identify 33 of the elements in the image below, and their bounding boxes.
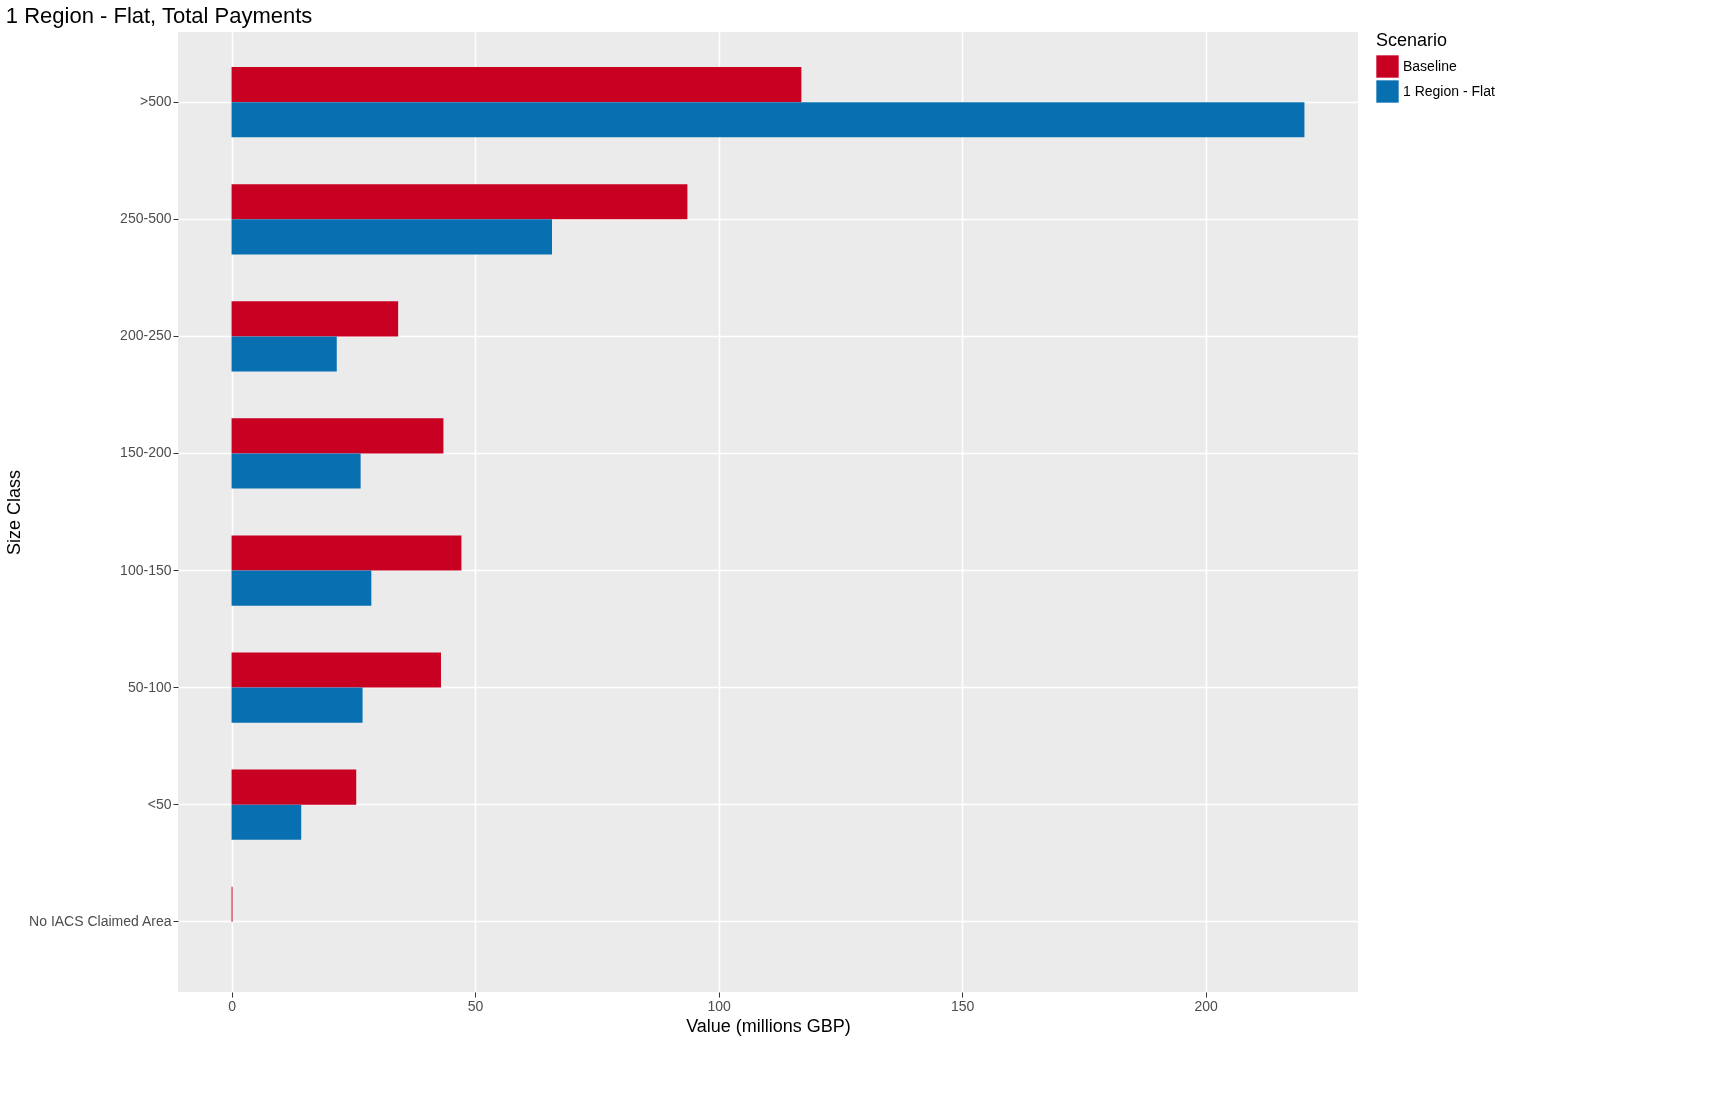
x-axis-title: Value (millions GBP) (686, 1015, 851, 1036)
bar (231, 219, 553, 255)
y-tick-label: 150-200 (120, 444, 172, 461)
legend-label: 1 Region - Flat (1403, 82, 1495, 99)
x-tick-label: 0 (228, 997, 237, 1014)
bar (231, 535, 462, 571)
x-tick-label: 50 (467, 997, 484, 1014)
x-tick-label: 200 (1194, 997, 1218, 1014)
bar (231, 102, 1305, 138)
x-tick-label: 150 (950, 997, 975, 1014)
bar (231, 804, 302, 840)
bar (231, 570, 372, 606)
y-tick-label: <50 (147, 795, 172, 812)
legend-title: Scenario (1376, 30, 1448, 50)
y-tick-label: 250-500 (120, 210, 172, 227)
bar (231, 301, 399, 337)
bar (231, 184, 688, 220)
legend-label: Baseline (1403, 57, 1457, 74)
y-axis-title: Size Class (4, 469, 25, 556)
y-tick-label: 50-100 (127, 678, 172, 695)
bar (231, 687, 363, 723)
bar (231, 769, 357, 805)
y-tick-label: 100-150 (120, 561, 172, 578)
bar (231, 336, 337, 372)
bar (231, 652, 441, 688)
x-tick-label: 100 (707, 997, 731, 1014)
bar (231, 418, 444, 454)
y-tick-label: >500 (139, 93, 172, 110)
bar (231, 67, 802, 103)
chart-title: 1 Region - Flat, Total Payments (5, 3, 313, 28)
y-tick-label: No IACS Claimed Area (29, 912, 172, 929)
bar (231, 453, 361, 489)
y-tick-label: 200-250 (120, 327, 172, 344)
